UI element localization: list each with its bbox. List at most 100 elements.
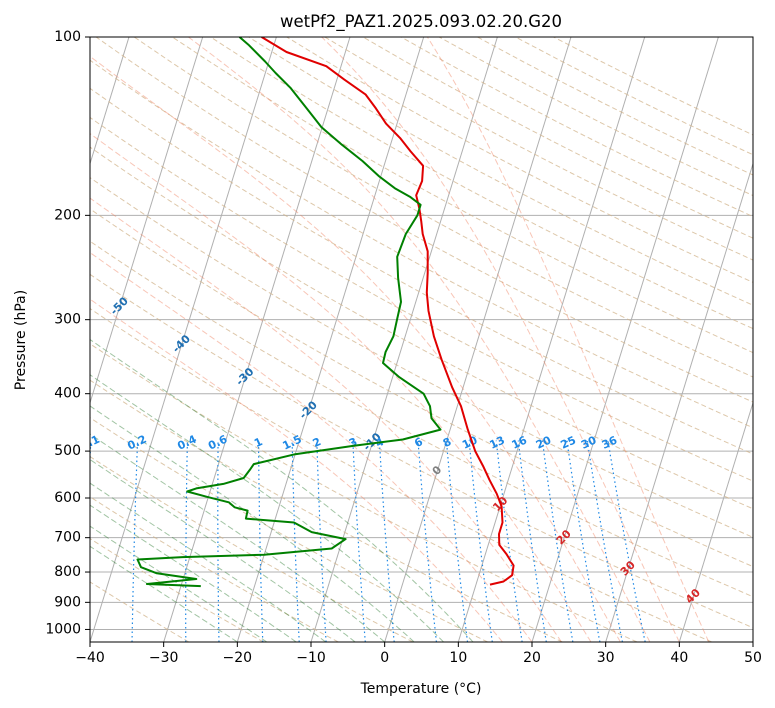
mixing-ratio-label: 2: [311, 435, 323, 450]
isotherm-label: -40: [170, 332, 193, 355]
moist-adiabat-line: [90, 482, 326, 642]
mixing-ratio-line: [517, 440, 547, 642]
mixing-ratio-label: 30: [579, 433, 599, 451]
x-tick-label: 30: [597, 650, 615, 666]
plot-frame: [89, 36, 754, 643]
dry-adiabat-line: [133, 37, 753, 378]
moist-adiabat-line: [90, 458, 356, 642]
y-tick-label: 100: [54, 29, 81, 45]
dry-adiabat-line: [90, 116, 753, 482]
dry-adiabat-line: [90, 379, 563, 642]
x-axis-title: Temperature (°C): [360, 681, 482, 697]
y-tick-label: 400: [54, 386, 81, 402]
x-tick-label: −40: [75, 650, 105, 666]
dry-adiabat-line: [90, 240, 753, 598]
x-tick-label: −10: [296, 650, 326, 666]
mixing-ratio-line: [468, 440, 493, 642]
isotherm-label: -30: [233, 365, 256, 388]
mixing-ratio-line: [586, 440, 623, 642]
moist-adiabat-line: [90, 545, 238, 642]
dry-adiabat-line: [90, 455, 414, 642]
mixing-ratio-label: 20: [534, 433, 554, 451]
mixing-ratio-line: [257, 440, 264, 642]
isotherm-label: 30: [618, 558, 638, 578]
isotherm-label: 0: [430, 463, 445, 478]
mixing-ratio-label: 16: [510, 433, 530, 451]
background-lines: [90, 37, 753, 642]
mixing-ratio-line: [445, 440, 469, 642]
x-tick-label: 10: [449, 650, 467, 666]
x-tick-label: −30: [149, 650, 179, 666]
y-axis-title: Pressure (hPa): [13, 290, 29, 390]
x-tick-label: −20: [223, 650, 253, 666]
moist-adiabat-line: [90, 525, 268, 642]
dry-adiabat-line: [90, 307, 712, 642]
x-tick-label: 0: [380, 650, 389, 666]
isotherm-line: [605, 161, 753, 642]
dry-adiabat-line: [172, 37, 753, 354]
axes: −40 −30 −20 −10 0 10 20 30 40 5010020030040050060…: [45, 29, 762, 666]
profile-lines: [136, 37, 515, 588]
moist-adiabat-line: [90, 504, 297, 642]
mixing-ratio-line: [316, 440, 327, 642]
dry-adiabat-line: [95, 37, 753, 403]
dry-adiabat-line: [90, 177, 753, 538]
mixing-ratio-line: [131, 440, 139, 642]
moist-adiabat-line: [90, 374, 444, 642]
moist-adiabat-line: [90, 405, 415, 642]
dry-adiabat-line: [210, 37, 753, 330]
moist-adiabat-line: [90, 132, 592, 642]
dry-adiabat-line: [90, 87, 753, 455]
isotherm-line: [90, 37, 130, 166]
dry-adiabat-line: [248, 37, 753, 306]
mixing-ratio-label: 0.1: [79, 433, 102, 453]
isotherm-line: [457, 37, 646, 642]
dry-adiabat-line: [515, 37, 753, 156]
moist-adiabat-line: [90, 197, 562, 642]
mixing-ratio-label: 1.5: [281, 433, 304, 453]
isotherm-labels: -100-90-80-70-60-50-40-30-20-10010203040…: [48, 250, 703, 606]
moist-adiabat-line: [90, 298, 503, 642]
mixing-ratio-label: 13: [488, 434, 507, 452]
mixing-ratio-line: [352, 440, 366, 642]
mixing-ratio-label: 0.4: [175, 432, 198, 452]
dry-adiabat-line: [286, 37, 753, 283]
mixing-ratio-label: 8: [441, 435, 453, 450]
mixing-ratio-label: 0.2: [125, 433, 148, 453]
moist-adiabat-line: [188, 37, 651, 642]
isotherm-line: [531, 37, 719, 642]
chart-title: wetPf2_PAZ1.2025.093.02.20.G20: [280, 12, 562, 32]
temperature-line: [261, 37, 515, 586]
dry-adiabat-line: [477, 37, 753, 176]
isotherm-label: 40: [683, 586, 703, 606]
y-tick-label: 300: [54, 312, 81, 328]
isotherm-line: [163, 37, 351, 642]
y-tick-label: 1000: [45, 621, 81, 637]
dry-adiabat-line: [90, 208, 753, 568]
mixing-ratio-line: [378, 440, 395, 642]
mixing-ratio-line: [185, 440, 188, 642]
moist-adiabat-line: [90, 252, 533, 642]
isotherm-line: [236, 37, 425, 642]
mixing-ratio-line: [566, 440, 601, 642]
y-tick-label: 500: [54, 443, 81, 459]
mixing-ratio-line: [607, 440, 646, 642]
x-tick-label: 40: [670, 650, 688, 666]
y-tick-label: 700: [54, 530, 81, 546]
moist-adiabat-line: [426, 37, 710, 642]
dry-adiabat-line: [90, 581, 190, 642]
isotherm-line: [678, 401, 753, 642]
dry-adiabat-line: [90, 343, 638, 642]
moist-adiabat-line: [90, 55, 621, 642]
mixing-ratio-label: 1: [252, 435, 264, 450]
x-tick-label: 50: [744, 650, 762, 666]
x-tick-label: 20: [523, 650, 541, 666]
isotherm-label: -60: [48, 250, 71, 273]
y-tick-label: 900: [54, 594, 81, 610]
y-tick-label: 800: [54, 564, 81, 580]
y-tick-label: 600: [54, 490, 81, 506]
dry-adiabat-line: [90, 146, 753, 510]
mixing-ratio-label: 0.6: [206, 432, 229, 452]
isotherm-line: [90, 37, 277, 642]
